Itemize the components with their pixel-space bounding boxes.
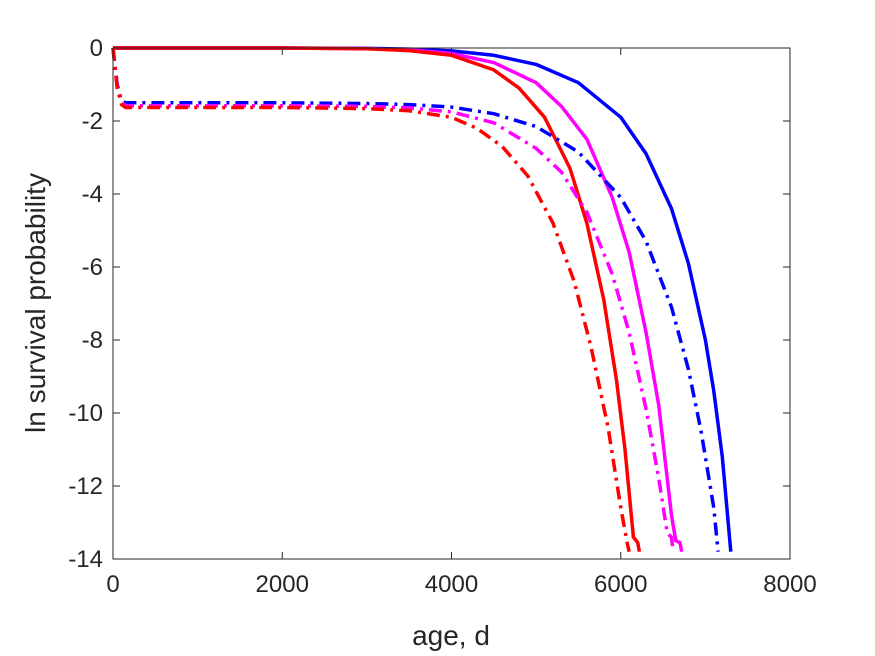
series-line-4	[111, 47, 720, 552]
y-tick-label: -4	[82, 181, 103, 208]
plot-area	[113, 48, 790, 559]
y-tick-label: -12	[68, 473, 103, 500]
series-line-5	[111, 47, 675, 552]
x-tick-label: 6000	[594, 571, 647, 598]
y-tick-label: 0	[90, 35, 103, 62]
y-tick-label: -2	[82, 108, 103, 135]
x-tick-label: 0	[106, 571, 119, 598]
y-tick-label: -8	[82, 327, 103, 354]
axis-layer	[112, 47, 791, 560]
x-tick-label: 2000	[256, 571, 309, 598]
tick-label-layer: 0 2000 4000 6000 8000 0 -2 -4 -6 -8 -10 -12 -14	[68, 35, 816, 598]
series-line-6	[111, 47, 631, 553]
y-tick-label: -14	[68, 546, 103, 573]
x-axis-title: age, d	[412, 620, 490, 651]
y-axis-title: ln survival probability	[20, 173, 51, 433]
x-tick-label: 8000	[763, 571, 816, 598]
x-tick-label: 4000	[425, 571, 478, 598]
y-tick-label: -6	[82, 254, 103, 281]
y-tick-label: -10	[68, 400, 103, 427]
